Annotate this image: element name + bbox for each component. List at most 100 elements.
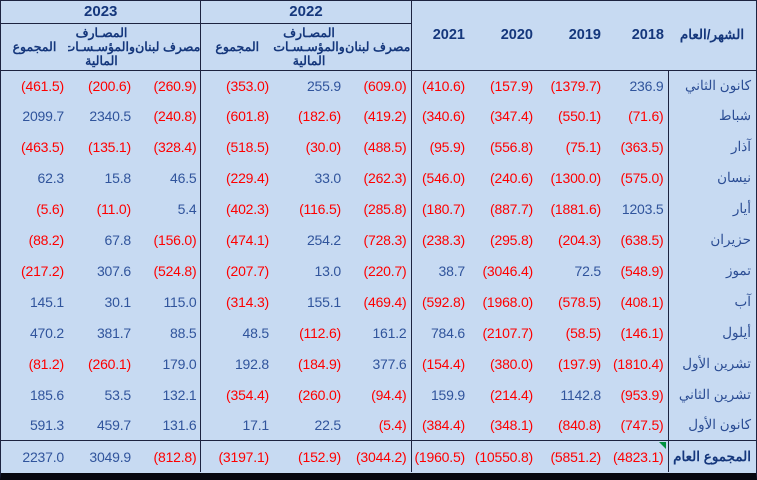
value-cell[interactable]: (747.5) [620,417,664,434]
value-cell[interactable]: (240.8) [153,108,197,125]
grand-total-2018-cell[interactable]: (4823.1) [605,440,668,472]
grand-total-2021-cell[interactable]: (1960.5) [410,440,469,472]
value-cell[interactable]: (1881.6) [550,201,601,218]
value-cell[interactable]: (260.1) [88,355,131,372]
grand-total-2022-bdl-cell[interactable]: (3044.2) [345,440,411,472]
value-cell[interactable]: 5.4 [177,201,197,218]
value-cell[interactable]: 254.2 [306,231,341,248]
value-cell[interactable]: (116.5) [299,201,341,218]
month-cell[interactable]: أيار [667,193,756,225]
year-group-2023-header[interactable]: 2023 [1,1,201,24]
value-cell[interactable]: (546.0) [410,162,469,194]
year-header-2020[interactable]: 2020 [469,1,537,71]
value-cell[interactable]: (197.9) [558,355,601,372]
month-cell[interactable]: كانون الثاني [667,70,756,101]
value-cell[interactable]: (524.8) [153,262,197,279]
value-cell[interactable]: 72.5 [574,262,602,279]
value-cell[interactable]: 2340.5 [89,108,131,125]
value-cell[interactable]: (550.1) [558,108,601,125]
value-cell[interactable]: 161.2 [372,324,407,341]
value-cell[interactable]: (1968.0) [482,293,533,310]
value-cell[interactable]: (3046.4) [482,262,533,279]
value-cell[interactable]: 192.8 [200,348,273,380]
value-cell[interactable]: 155.1 [306,293,341,310]
value-cell[interactable]: (953.9) [620,386,664,403]
year-header-2021[interactable]: 2021 [410,1,469,71]
value-cell[interactable]: (548.9) [620,262,664,279]
value-cell[interactable]: (156.0) [153,231,197,248]
value-cell[interactable]: 131.6 [162,417,197,434]
value-cell[interactable]: 15.8 [104,170,132,187]
value-cell[interactable]: (556.8) [490,139,533,156]
value-cell[interactable]: (354.4) [200,379,273,410]
value-cell[interactable]: (609.0) [363,77,407,94]
month-year-header[interactable]: الشهر/العام [668,1,756,71]
value-cell[interactable]: 381.7 [96,324,131,341]
value-cell[interactable]: (207.7) [200,255,273,287]
value-cell[interactable]: (220.7) [363,262,407,279]
month-cell[interactable]: كانون الأول [667,409,756,441]
value-cell[interactable]: 46.5 [170,170,197,187]
value-cell[interactable]: 255.9 [306,77,341,94]
value-cell[interactable]: (408.1) [620,293,664,310]
grand-total-2023-total-cell[interactable]: 2237.0 [1,440,68,472]
value-cell[interactable]: (1300.0) [550,170,601,187]
value-cell[interactable]: (728.3) [363,231,407,248]
value-cell[interactable]: (410.6) [410,70,469,101]
value-cell[interactable]: 591.3 [29,417,64,434]
value-cell[interactable]: (518.5) [200,131,273,163]
value-cell[interactable]: (340.6) [410,100,469,132]
value-cell[interactable]: 159.9 [410,379,469,410]
value-cell[interactable]: (601.8) [200,100,273,132]
month-cell[interactable]: آب [667,286,756,318]
value-cell[interactable]: 2099.7 [22,108,64,125]
value-cell[interactable]: 145.1 [29,293,64,310]
value-cell[interactable]: (5.6) [36,201,64,218]
value-cell[interactable]: (348.1) [490,417,533,434]
value-cell[interactable]: 53.5 [104,386,132,403]
value-cell[interactable]: 132.1 [162,386,197,403]
month-cell[interactable]: أيلول [667,317,756,349]
value-cell[interactable]: (5.4) [378,417,407,434]
col-header-total-2022[interactable]: المجموع [200,23,273,71]
value-cell[interactable]: (314.3) [200,286,273,318]
value-cell[interactable]: (463.5) [21,139,64,156]
value-cell[interactable]: (353.0) [200,70,273,101]
col-header-bdl-2023[interactable]: مصرف لبنان [134,23,201,71]
value-cell[interactable]: (229.4) [200,162,273,194]
value-cell[interactable]: (1810.4) [612,355,664,372]
value-cell[interactable]: (157.9) [490,77,533,94]
value-cell[interactable]: (887.7) [490,201,533,218]
value-cell[interactable]: (578.5) [558,293,601,310]
value-cell[interactable]: (262.3) [363,170,407,187]
value-cell[interactable]: (347.4) [490,108,533,125]
value-cell[interactable]: (260.0) [298,386,341,403]
grand-total-label[interactable]: المجموع العام [667,440,756,472]
grand-total-2022-banks-cell[interactable]: (152.9) [273,440,345,472]
year-group-2022-header[interactable]: 2022 [200,1,411,24]
value-cell[interactable]: (184.9) [298,355,341,372]
value-cell[interactable]: (295.8) [490,231,533,248]
value-cell[interactable]: 88.5 [170,324,197,341]
value-cell[interactable]: 1142.8 [560,386,601,403]
value-cell[interactable]: 307.6 [96,262,131,279]
value-cell[interactable]: (146.1) [620,324,664,341]
month-cell[interactable]: تموز [667,255,756,287]
value-cell[interactable]: (419.2) [363,108,407,125]
value-cell[interactable]: (363.5) [620,139,664,156]
value-cell[interactable]: 1203.5 [621,201,664,218]
year-header-2019[interactable]: 2019 [537,1,605,71]
value-cell[interactable]: (840.8) [558,417,601,434]
value-cell[interactable]: (575.0) [620,170,664,187]
value-cell[interactable]: (285.8) [363,201,407,218]
value-cell[interactable]: (402.3) [200,193,273,225]
value-cell[interactable]: 22.5 [314,417,342,434]
value-cell[interactable]: (638.5) [620,231,664,248]
value-cell[interactable]: (95.9) [410,131,469,163]
value-cell[interactable]: (112.6) [299,324,341,341]
grand-total-2023-banks-cell[interactable]: 3049.9 [67,440,135,472]
value-cell[interactable]: (30.0) [305,139,342,156]
value-cell[interactable]: 784.6 [410,317,469,349]
value-cell[interactable]: (380.0) [490,355,533,372]
value-cell[interactable]: 33.0 [314,170,342,187]
